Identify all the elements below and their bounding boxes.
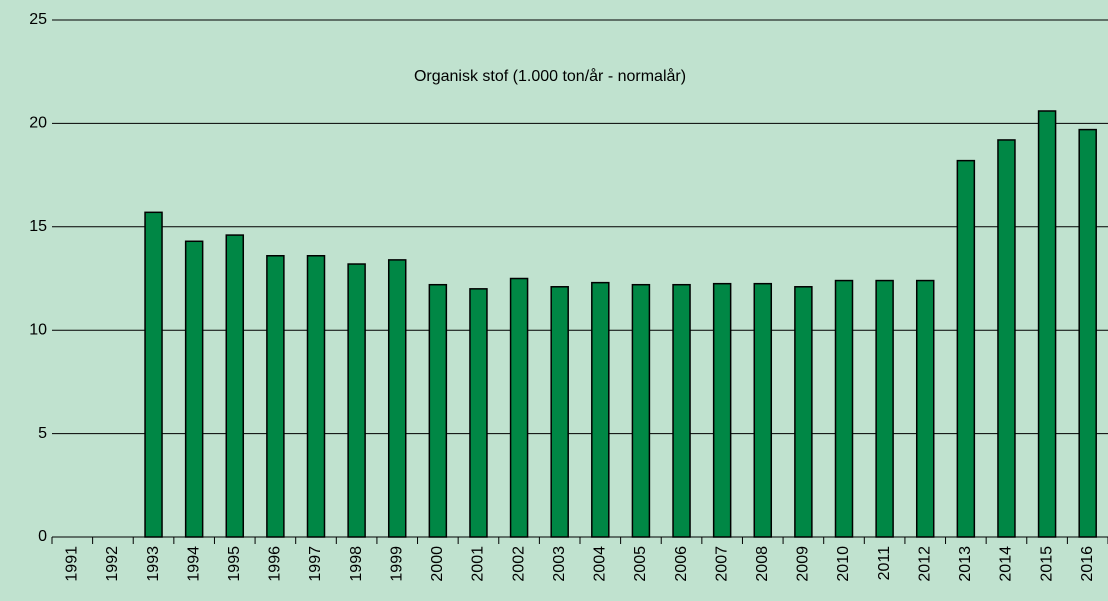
bar [469,288,488,538]
x-tick-label: 1998 [348,546,365,582]
y-tick-label: 0 [38,528,47,545]
bar [144,211,163,538]
x-tick-label: 2004 [592,546,609,582]
y-tick-label: 25 [29,11,47,28]
bar [997,139,1016,538]
x-tick-label: 1991 [64,546,81,582]
x-tick-label: 2008 [754,546,771,582]
x-tick-label: 2015 [1038,546,1055,582]
x-tick-label: 2002 [510,546,527,582]
x-tick-label: 2013 [957,546,974,582]
x-tick-label: 2006 [673,546,690,582]
bar [387,259,407,538]
x-tick-label: 2009 [795,546,812,582]
bar [875,279,894,538]
x-tick-label: 2001 [470,546,487,582]
x-tick-label: 2012 [916,546,933,582]
x-tick-label: 2003 [551,546,568,582]
x-tick-label: 1992 [104,546,121,582]
bar [1078,128,1097,538]
bar [509,277,529,538]
bar [306,255,326,538]
bar [347,263,366,538]
x-tick-label: 1995 [226,546,243,582]
chart-title: Organisk stof (1.000 ton/år - normalår) [414,67,686,85]
x-tick-label: 2007 [713,546,730,582]
bar [672,283,691,538]
bar [956,159,976,538]
y-tick-label: 5 [38,425,47,442]
x-tick-label: 2011 [876,546,893,581]
x-tick-label: 2014 [998,546,1015,582]
bar [834,279,854,538]
bar [794,286,813,538]
bar [428,283,448,538]
x-tick-label: 2010 [835,546,852,582]
x-tick-label: 2016 [1079,546,1096,582]
bar [184,240,204,538]
x-tick-label: 1997 [307,546,324,582]
bar [753,282,773,538]
y-tick-label: 20 [29,115,47,132]
bar [915,279,935,538]
x-tick-label: 1996 [267,546,284,582]
bar [225,234,245,538]
y-tick-label: 15 [29,218,47,235]
x-tick-label: 1994 [185,546,202,582]
x-tick-label: 2000 [429,546,446,582]
bar [591,281,610,538]
bar [1037,110,1057,538]
bar [712,282,732,538]
x-tick-label: 1993 [145,546,162,582]
bar [266,255,285,538]
x-tick-label: 1999 [388,546,405,582]
x-tick-label: 2005 [632,546,649,582]
bar [631,283,651,538]
bar [550,286,569,538]
y-tick-label: 10 [29,321,47,338]
